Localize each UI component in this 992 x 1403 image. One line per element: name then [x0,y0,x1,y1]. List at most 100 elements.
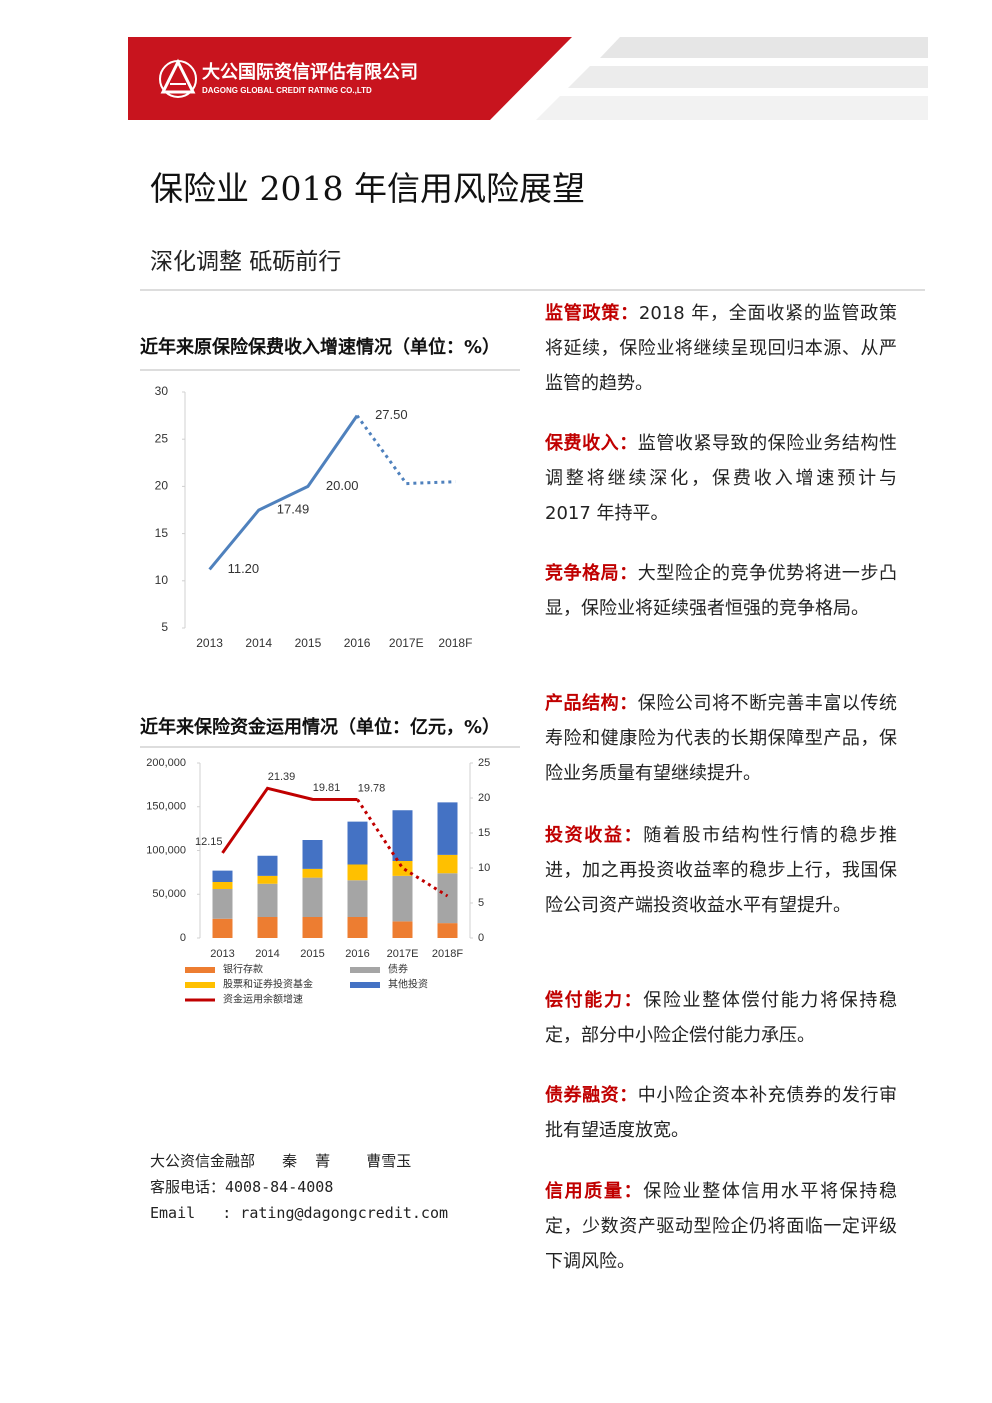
x-tick-label: 2013 [210,948,234,960]
y-tick-label: 200,000 [146,757,186,769]
bar [212,889,233,919]
section-label: 保费收入： [545,433,638,454]
legend-label: 资金运用余额增速 [223,993,303,1006]
legend-label: 债券 [388,963,408,976]
y-tick-label: 150,000 [146,801,186,813]
line [355,414,456,486]
data-label: 27.50 [375,407,408,422]
y-tick-label: 25 [155,431,169,445]
x-tick-label: 2016 [345,948,369,960]
chart: 5 10 15 20 25 30 2013 2014 2015 2016 2017E 2018F 11.… [155,384,473,650]
x-tick-label: 2013 [196,636,223,650]
stripe [600,37,928,58]
section-label: 偿付能力： [545,990,644,1011]
line [221,786,358,854]
y-tick-label: 20 [155,479,169,493]
x-tick-label: 2017E [387,948,419,960]
x-tick-label: 2018F [438,636,472,650]
header: 大公国际资信评估有限公司 DAGONG GLOBAL CREDIT RATING… [128,37,928,120]
x-tick-label: 2014 [245,636,272,650]
legend-swatch [185,967,215,973]
bar [302,840,323,869]
bar [257,855,278,876]
y-tick-label: 0 [180,932,186,944]
bar [257,917,278,938]
company-en: DAGONG GLOBAL CREDIT RATING CO.,LTD [202,86,372,95]
bar [212,918,233,938]
bar [437,854,458,874]
stripe [536,96,928,120]
section-label: 监管政策： [545,303,639,324]
bar [257,883,278,917]
legend-swatch [350,967,380,973]
bar [302,877,323,917]
data-label: 11.20 [228,561,260,576]
bar [437,873,458,924]
chart: 0 50,000 100,000 150,000 200,000 0 5 10 15 20 25 20… [146,757,490,1006]
bar [212,870,233,882]
bar [302,917,323,938]
y2-tick-label: 5 [478,897,484,909]
y-tick-label: 50,000 [152,888,186,900]
chart-title: 近年来保险资金运用情况（单位：亿元，%） [140,717,501,738]
company-cn: 大公国际资信评估有限公司 [202,61,418,83]
x-tick-label: 2014 [255,948,279,960]
section-text: 中小险企资本补充债券的发行审批有望适度放宽。 [545,1085,898,1141]
contact-line: 客服电话：4008-84-4008 [150,1178,334,1196]
y-tick-label: 15 [155,526,169,540]
data-label: 12.15 [195,836,223,848]
legend-label: 其他投资 [388,978,428,991]
x-tick-label: 2015 [300,948,324,960]
y-tick-label: 10 [155,573,169,587]
section-text: 保险业整体偿付能力将保持稳定，部分中小险企偿付能力承压。 [545,990,898,1046]
legend-swatch [350,982,380,988]
title: 保险业 2018 年信用风险展望 [150,169,585,208]
x-tick-label: 2016 [344,636,371,650]
x-tick-label: 2015 [295,636,322,650]
y-tick-label: 100,000 [146,844,186,856]
section-text: 保险业整体信用水平将保持稳定，少数资产驱动型险企仍将面临一定评级下调风险。 [545,1181,898,1272]
line [208,414,359,571]
y2-tick-label: 10 [478,862,490,874]
legend-swatch [185,982,215,988]
bar [347,880,368,917]
y2-tick-label: 25 [478,757,490,769]
divider [140,369,520,371]
bar [257,875,278,884]
bar [392,921,413,938]
bar [437,923,458,938]
y-tick-label: 30 [155,384,169,398]
subtitle: 深化调整 砥砺前行 [150,249,342,275]
bar [347,864,368,881]
contact-line: Email : rating@dagongcredit.com [150,1204,449,1222]
data-label: 20.00 [326,478,359,493]
legend-label: 银行存款 [223,963,263,976]
section-text: 保险公司将不断完善丰富以传统寿险和健康险为代表的长期保障型产品，保险业务质量有望… [545,693,898,784]
legend-label: 股票和证券投资基金 [223,978,313,991]
divider [140,289,925,291]
section-label: 竞争格局： [545,563,638,584]
section-label: 债券融资： [545,1085,638,1106]
section-text: 大型险企的竞争优势将进一步凸显，保险业将延续强者恒强的竞争格局。 [545,563,898,619]
bar [437,802,458,855]
section: 监管政策：2018 年，全面收紧的监管政策将延续，保险业将继续呈现回归本源、从严… [545,296,897,401]
section-text: 监管收紧导致的保险业务结构性调整将继续深化，保费收入增速预计与 2017 年持平… [545,433,898,524]
section: 偿付能力：保险业整体偿付能力将保持稳定，部分中小险企偿付能力承压。 [545,983,897,1053]
data-label: 21.39 [268,771,296,783]
section-text: 2018 年，全面收紧的监管政策将延续，保险业将继续呈现回归本源、从严监管的趋势… [545,303,898,394]
section-label: 产品结构： [545,693,638,714]
section: 信用质量：保险业整体信用水平将保持稳定，少数资产驱动型险企仍将面临一定评级下调风… [545,1174,897,1279]
bar [302,868,323,878]
header-band [128,37,572,120]
stripe [568,66,928,88]
section-text: 随着股市结构性行情的稳步推进，加之再投资收益率的稳步上行，我国保险公司资产端投资… [545,825,898,916]
divider [140,746,520,748]
bar [212,882,233,889]
section-label: 投资收益： [545,825,644,846]
section: 竞争格局：大型险企的竞争优势将进一步凸显，保险业将延续强者恒强的竞争格局。 [545,556,897,626]
bar [347,917,368,938]
data-label: 19.78 [358,782,386,794]
section: 投资收益：随着股市结构性行情的稳步推进，加之再投资收益率的稳步上行，我国保险公司… [545,818,897,923]
chart-title: 近年来原保险保费收入增速情况（单位：%） [140,337,501,358]
